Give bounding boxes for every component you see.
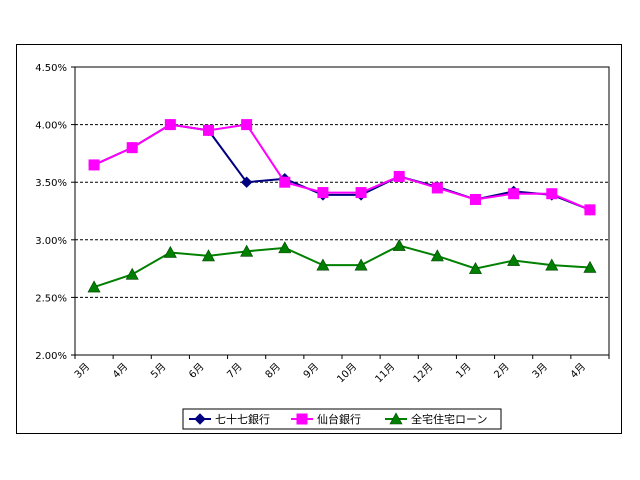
legend-item: 仙台銀行: [291, 412, 361, 426]
legend-label: 七十七銀行: [215, 412, 270, 426]
data-point: [87, 280, 101, 293]
data-point: [355, 187, 367, 199]
data-point: [241, 119, 253, 131]
data-point: [545, 258, 559, 271]
x-tick-label: 2月: [492, 361, 512, 381]
series-3: [87, 238, 597, 293]
data-point: [392, 238, 406, 251]
x-tick-label: 1月: [454, 361, 474, 381]
y-tick-label: 3.00%: [35, 236, 67, 247]
data-point: [546, 188, 558, 200]
x-tick-label: 5月: [148, 361, 168, 381]
data-point: [201, 249, 216, 262]
x-tick-label: 9月: [301, 361, 321, 381]
legend-item: 全宅住宅ローン: [385, 412, 487, 426]
data-point: [354, 258, 368, 271]
data-point: [317, 187, 329, 199]
data-point: [279, 176, 291, 188]
y-tick-label: 3.50%: [35, 178, 67, 189]
data-point: [126, 142, 138, 154]
series-2: [88, 119, 596, 216]
data-point: [470, 193, 481, 205]
x-tick-label: 4月: [568, 361, 588, 381]
y-tick-label: 4.00%: [35, 121, 67, 132]
x-tick-label: 4月: [110, 361, 130, 381]
x-tick-label: 3月: [72, 361, 92, 381]
data-point: [125, 267, 139, 280]
legend-marker: [194, 413, 206, 425]
x-tick-label: 11月: [373, 361, 398, 386]
x-tick-label: 10月: [335, 361, 360, 386]
x-tick-label: 6月: [187, 361, 207, 381]
series-line: [93, 244, 590, 288]
data-point: [278, 241, 292, 254]
data-point: [393, 170, 405, 182]
data-point: [584, 204, 596, 216]
legend-label: 全宅住宅ローン: [411, 412, 487, 426]
legend-label: 仙台銀行: [317, 412, 361, 426]
data-point: [316, 258, 330, 271]
legend-marker: [296, 413, 308, 425]
y-tick-label: 2.00%: [35, 351, 67, 362]
data-point: [583, 260, 597, 273]
legend-box: [182, 408, 502, 430]
y-tick-label: 2.50%: [35, 293, 67, 304]
data-point: [468, 261, 483, 274]
x-tick-label: 3月: [530, 361, 550, 381]
data-point: [240, 244, 254, 257]
legend-marker: [389, 412, 403, 425]
series-line: [93, 123, 591, 211]
x-tick-label: 12月: [411, 361, 436, 386]
data-point: [507, 253, 521, 266]
data-point: [88, 159, 100, 171]
data-point: [203, 124, 214, 136]
data-point: [508, 188, 520, 200]
data-point: [431, 182, 443, 194]
data-point: [240, 176, 253, 188]
data-point: [163, 245, 177, 258]
x-tick-label: 8月: [263, 361, 283, 381]
x-tick-label: 7月: [225, 361, 245, 381]
data-point: [430, 249, 444, 262]
y-tick-label: 4.50%: [35, 63, 67, 74]
data-point: [164, 119, 176, 131]
legend-item: 七十七銀行: [189, 412, 270, 426]
plot-area: [74, 66, 610, 356]
